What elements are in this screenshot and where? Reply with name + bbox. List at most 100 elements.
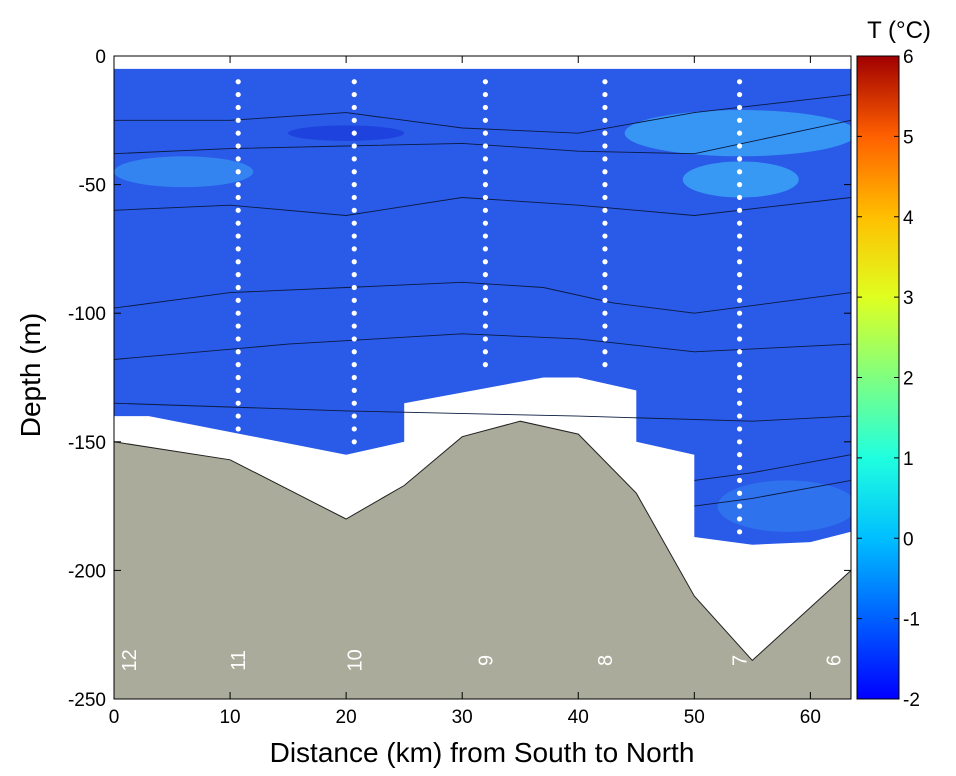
station-dot (482, 297, 489, 303)
station-dot (736, 259, 743, 265)
station-dot (235, 374, 241, 381)
station-dot (736, 336, 743, 342)
station-dot (351, 91, 357, 98)
station-dot (235, 130, 241, 136)
station-dot (235, 194, 241, 201)
station-dot (351, 362, 357, 368)
y-axis-title: Depth (m) (15, 313, 46, 437)
colorbar-tick-label: 4 (903, 208, 914, 229)
station-dot (736, 104, 743, 111)
station-dot (736, 297, 743, 303)
station-dot (736, 529, 743, 535)
colorbar-bar (856, 55, 900, 700)
station-dot (602, 259, 608, 265)
station-dot (351, 387, 357, 393)
station-dot (351, 413, 357, 419)
station-dot (736, 477, 743, 483)
station-dot (602, 323, 608, 329)
station-dot (736, 284, 743, 291)
station-dot (351, 207, 357, 213)
station-dot (351, 117, 357, 123)
isotherm-line (694, 454, 851, 481)
colorbar-tick-label: 6 (903, 47, 914, 68)
station-dot (482, 143, 489, 149)
station-dot (235, 91, 241, 98)
station-dot (482, 272, 489, 278)
x-axis-ticks: 0 10 20 30 40 50 60 (109, 56, 821, 728)
station-dot (235, 284, 241, 291)
station-label: 6 (824, 655, 846, 666)
station-dot (482, 310, 489, 316)
station-dot (602, 194, 608, 201)
station-dot (482, 91, 489, 98)
station-dot (235, 156, 241, 162)
x-tick-label: 30 (452, 707, 473, 728)
station-dot (482, 233, 489, 239)
station-dot (351, 323, 357, 329)
station-dot (235, 323, 241, 329)
seafloor-bathymetry (114, 420, 851, 699)
station-dot (736, 503, 743, 509)
y-tick-label: -50 (79, 176, 106, 197)
isotherm-line (114, 197, 851, 216)
station-dot (602, 169, 608, 175)
station-dot (736, 130, 743, 136)
station-dot (235, 104, 241, 111)
station-label: 12 (119, 649, 141, 671)
station-dot (736, 426, 743, 432)
station-dot (602, 143, 608, 149)
colorbar-tick-label: 2 (903, 369, 914, 390)
station-dot (602, 336, 608, 342)
station-dot (235, 79, 241, 85)
station-label: 11 (228, 650, 250, 671)
station-dot (235, 426, 241, 432)
colorbar: T (°C) 6 5 4 3 2 1 0 -1 -2 (856, 17, 931, 711)
y-tick-label: -200 (68, 561, 106, 582)
station-dot (736, 374, 743, 381)
station-dot (482, 362, 489, 368)
station-dot (602, 310, 608, 316)
station-dot (482, 182, 489, 188)
station-dot (482, 284, 489, 291)
station-dot (351, 246, 357, 252)
station-dot (235, 143, 241, 149)
station-dot (736, 310, 743, 316)
station-dot (235, 117, 241, 123)
station-dot (602, 79, 608, 85)
station-dot (736, 323, 743, 329)
station-dot (602, 130, 608, 136)
x-tick-label: 10 (219, 707, 240, 728)
station-dot (736, 490, 743, 496)
station-dot (602, 233, 608, 239)
station-dot (736, 349, 743, 355)
x-axis-title: Distance (km) from South to North (270, 737, 695, 768)
warm-patch-south (114, 156, 254, 188)
station-dot (235, 297, 241, 303)
station-dot (736, 194, 743, 201)
station-dot (482, 259, 489, 265)
station-label: 7 (730, 655, 752, 666)
station-labels: 12 11 10 9 8 7 6 (119, 649, 846, 671)
x-tick-label: 60 (800, 707, 821, 728)
x-tick-label: 40 (568, 707, 589, 728)
isotherm-contours (114, 94, 851, 507)
isotherm-line (114, 119, 851, 155)
station-dot (482, 117, 489, 123)
station-label: 10 (344, 649, 366, 671)
station-dot (351, 182, 357, 188)
station-dot (482, 220, 489, 226)
station-dot (736, 452, 743, 458)
station-dot (736, 246, 743, 252)
station-dot (235, 349, 241, 355)
station-dot (351, 233, 357, 239)
station-dot (482, 349, 489, 355)
station-dot (235, 336, 241, 342)
station-dot (602, 272, 608, 278)
station-dot (235, 259, 241, 265)
station-dot (482, 194, 489, 201)
colorbar-tick-label: 0 (903, 529, 914, 550)
station-dot (736, 516, 743, 522)
station-dot (351, 297, 357, 303)
station-dot (351, 272, 357, 278)
colorbar-tick-label: -2 (903, 690, 920, 711)
